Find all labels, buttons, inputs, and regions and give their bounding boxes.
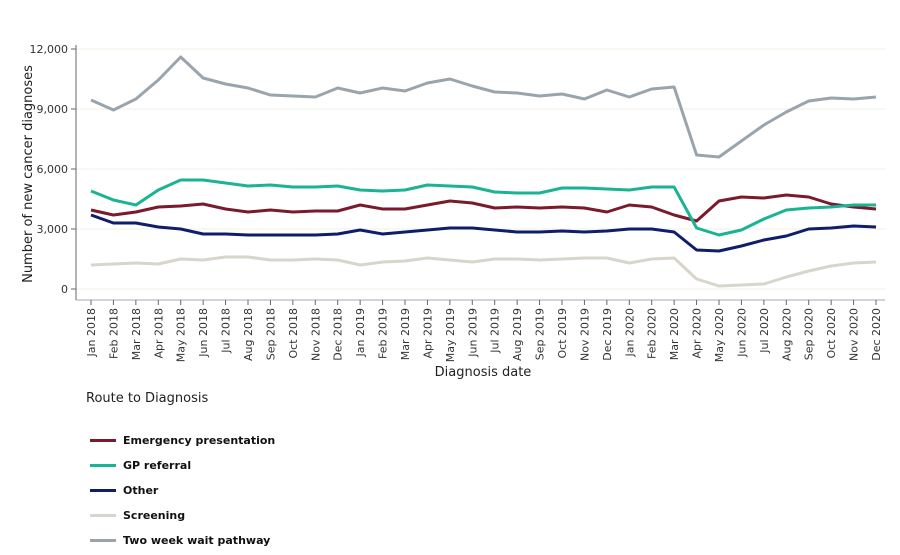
x-tick-label: Oct 2020	[825, 308, 838, 359]
series-line-gp-referral	[90, 178, 876, 237]
legend-label: Two week wait pathway	[123, 534, 271, 547]
x-tick-label: Apr 2019	[421, 308, 434, 359]
x-tick-label: Aug 2020	[780, 308, 793, 361]
legend-swatch	[90, 539, 116, 542]
legend-title: Route to Diagnosis	[86, 391, 209, 406]
series-line-emergency-presentation	[90, 193, 877, 223]
x-tick-label: Sep 2018	[264, 308, 277, 360]
series-line-screening	[90, 255, 877, 288]
x-tick-label: Jan 2019	[354, 308, 367, 357]
x-tick-label: Jan 2020	[623, 308, 636, 357]
legend-swatch	[90, 514, 116, 517]
y-tick-label: 12,000	[30, 43, 69, 56]
x-tick-label: Jun 2019	[466, 308, 479, 358]
legend-label: GP referral	[123, 459, 192, 472]
x-tick-label: Jun 2018	[197, 308, 210, 358]
x-tick-label: Aug 2018	[242, 308, 255, 361]
x-tick-label: Jul 2018	[220, 308, 233, 354]
x-tick-label: Feb 2019	[377, 308, 390, 359]
legend-item[interactable]: GP referral	[90, 453, 275, 478]
x-tick-label: Jan 2018	[85, 308, 98, 357]
legend-swatch	[90, 464, 116, 467]
y-tick-label: 6,000	[37, 163, 69, 176]
x-tick-label: Feb 2018	[107, 308, 120, 359]
legend-label: Emergency presentation	[123, 434, 276, 447]
legend-item[interactable]: Other	[90, 478, 275, 503]
x-tick-label: Apr 2020	[691, 308, 704, 359]
x-tick-label: Sep 2019	[534, 308, 547, 360]
x-tick-label: Jun 2020	[735, 308, 748, 358]
x-tick-label: May 2019	[444, 308, 457, 362]
y-tick-label: 0	[61, 283, 68, 296]
legend: Emergency presentation GP referral Other Sc…	[90, 428, 275, 553]
x-tick-label: Oct 2019	[556, 308, 569, 359]
legend-swatch	[90, 489, 116, 492]
x-tick-label: Jul 2020	[758, 308, 771, 354]
x-tick-label: Nov 2020	[848, 308, 861, 361]
x-tick-label: Mar 2018	[130, 308, 143, 360]
legend-label: Other	[123, 484, 159, 497]
x-tick-label: Jul 2019	[489, 308, 502, 354]
y-axis-title: Number of new cancer diagnoses	[21, 65, 36, 283]
x-tick-label: May 2018	[175, 308, 188, 362]
x-tick-label: Dec 2019	[601, 308, 614, 361]
x-tick-label: Feb 2020	[646, 308, 659, 359]
x-tick-label: Apr 2018	[152, 308, 165, 359]
legend-label: Screening	[123, 509, 186, 522]
x-tick-label: May 2020	[713, 308, 726, 362]
x-tick-label: Oct 2018	[287, 308, 300, 359]
x-tick-label: Mar 2019	[399, 308, 412, 360]
x-tick-label: Nov 2018	[309, 308, 322, 361]
y-tick-label: 3,000	[37, 223, 69, 236]
x-axis-title: Diagnosis date	[435, 365, 532, 380]
x-tick-label: Dec 2018	[332, 308, 345, 361]
x-tick-label: Mar 2020	[668, 308, 681, 360]
x-tick-label: Dec 2020	[870, 308, 883, 361]
series-line-other	[90, 213, 877, 253]
legend-item[interactable]: Emergency presentation	[90, 428, 275, 453]
x-tick-label: Nov 2019	[578, 308, 591, 361]
series-line-two-week-wait-pathway	[90, 55, 877, 159]
y-tick-label: 9,000	[37, 103, 69, 116]
x-tick-label: Sep 2020	[803, 308, 816, 360]
legend-item[interactable]: Two week wait pathway	[90, 528, 275, 553]
x-tick-label: Aug 2019	[511, 308, 524, 361]
legend-swatch	[90, 439, 116, 442]
legend-item[interactable]: Screening	[90, 503, 275, 528]
